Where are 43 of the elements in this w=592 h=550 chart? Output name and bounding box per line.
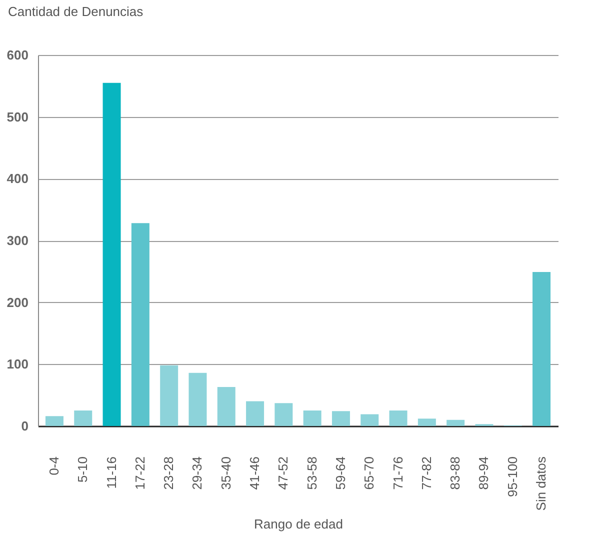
bar	[418, 418, 436, 426]
x-tick-label: 23-28	[161, 456, 176, 490]
y-tick-label: 600	[6, 48, 28, 62]
x-tick-label: 83-88	[448, 456, 463, 490]
chart-title: Cantidad de Denuncias	[8, 4, 144, 19]
x-tick-label: 77-82	[418, 456, 434, 490]
x-tick-label: 11-16	[104, 456, 119, 489]
x-tick-label: 47-52	[276, 456, 291, 490]
bar	[131, 223, 150, 426]
y-tick-label: 200	[6, 294, 28, 310]
x-tick-label: 35-40	[218, 456, 234, 490]
bar	[160, 365, 178, 426]
bar	[532, 272, 551, 426]
bar	[274, 403, 293, 426]
x-tick-label: 71-76	[390, 456, 406, 490]
y-tick-label: 100	[6, 356, 28, 372]
y-tick-label: 300	[6, 233, 28, 248]
x-tick-label: 5-10	[75, 456, 90, 483]
x-tick-label: 65-70	[362, 456, 377, 490]
bar	[74, 410, 92, 426]
x-tick-label: 41-46	[247, 456, 262, 490]
bar	[332, 411, 350, 426]
bar	[389, 410, 408, 426]
x-tick-label: 0-4	[46, 456, 62, 476]
bar	[45, 416, 64, 426]
x-tick-label: 29-34	[190, 456, 205, 490]
x-axis-title: Rango de edad	[254, 516, 343, 532]
bar	[303, 410, 322, 426]
bar	[246, 401, 264, 426]
x-tick-label: 53-58	[304, 456, 320, 490]
y-tick-label: 400	[6, 171, 28, 186]
bar	[360, 414, 379, 426]
x-tick-label: 95-100	[504, 456, 520, 497]
x-tick-label: 17-22	[132, 456, 148, 490]
x-tick-label: Sin datos	[534, 456, 549, 511]
y-tick-label: 0	[21, 418, 28, 434]
bar	[102, 82, 121, 426]
y-tick-label: 500	[6, 109, 28, 124]
bar	[217, 387, 236, 426]
x-tick-label: 59-64	[332, 456, 348, 490]
bar	[188, 372, 207, 426]
bar	[446, 420, 465, 426]
x-tick-label: 89-94	[476, 456, 492, 490]
